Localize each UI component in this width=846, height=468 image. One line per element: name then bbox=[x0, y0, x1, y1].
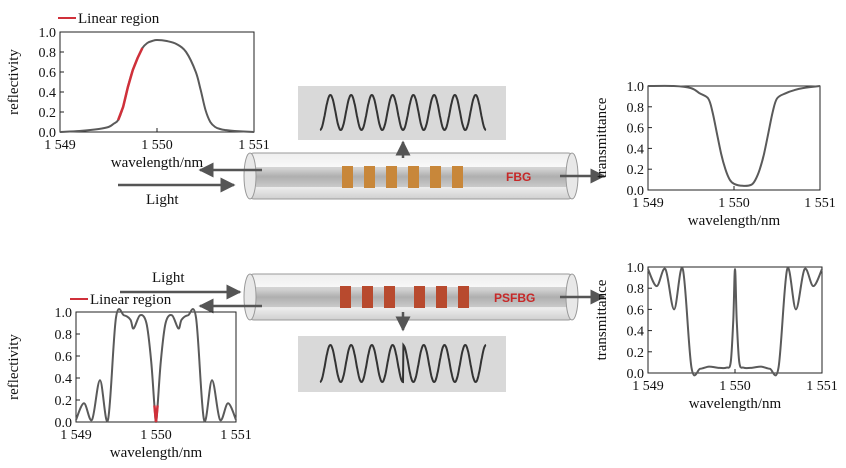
fbg_reflectivity-xtick-label: 1 551 bbox=[238, 138, 270, 153]
fbg-fiber: FBG bbox=[243, 152, 579, 200]
psfbg_reflectivity-ytick-label: 0.4 bbox=[55, 372, 73, 387]
psfbg-fiber-end-left bbox=[243, 273, 257, 321]
fbg_reflectivity-legend-label: Linear region bbox=[78, 11, 160, 27]
fbg_reflectivity-frame bbox=[59, 31, 255, 133]
psfbg_transmittance-ytick-label: 0.8 bbox=[627, 282, 645, 297]
fbg-transmittance-plot: 0.0 0.2 0.4 0.6 0.8 1.0 1 549 1 550 1 551 wavelen… bbox=[594, 80, 836, 229]
fbg-fiber-end-left bbox=[243, 152, 257, 200]
psfbg_transmittance-xtick-label: 1 551 bbox=[806, 379, 838, 394]
fbg-pattern-box bbox=[298, 86, 506, 140]
fbg_transmittance-ytick-label: 0.2 bbox=[627, 163, 645, 178]
psfbg-reflectivity-plot: 0.0 0.2 0.4 0.6 0.8 1.0 1 549 1 550 1 551 wavelen… bbox=[6, 292, 252, 461]
fbg-label: FBG bbox=[506, 170, 531, 184]
fbg_reflectivity-ytick-label: 0.0 bbox=[39, 126, 57, 141]
psfbg-grating-bands bbox=[340, 286, 469, 308]
psfbg-fiber-core bbox=[256, 287, 566, 307]
fbg-bands-band bbox=[452, 166, 463, 188]
arrows bbox=[118, 140, 606, 332]
psfbg_transmittance-ytick-label: 0.0 bbox=[627, 367, 645, 382]
psfbg_transmittance-xlabel: wavelength/nm bbox=[689, 396, 782, 412]
fbg_transmittance-xtick-label: 1 549 bbox=[632, 196, 664, 211]
psfbg-bands-band bbox=[362, 286, 373, 308]
psfbg_reflectivity-legend-label: Linear region bbox=[90, 292, 172, 308]
psfbg-label: PSFBG bbox=[494, 291, 535, 305]
psfbg_reflectivity-linear-region-line bbox=[153, 405, 159, 423]
fbg_reflectivity-xtick-label: 1 550 bbox=[141, 138, 173, 153]
psfbg_transmittance-ytick-label: 0.4 bbox=[627, 325, 645, 340]
fbg_transmittance-ylabel: transmittance bbox=[594, 97, 610, 178]
fbg_transmittance-xlabel: wavelength/nm bbox=[688, 213, 781, 229]
psfbg-pattern-wave bbox=[319, 342, 487, 384]
psfbg_reflectivity-ylabel: reflectivity bbox=[6, 334, 22, 400]
psfbg_reflectivity-ytick-label: 0.0 bbox=[55, 416, 73, 431]
fbg_reflectivity-ylabel: reflectivity bbox=[6, 49, 22, 115]
fbg_reflectivity-xlabel: wavelength/nm bbox=[111, 155, 204, 171]
fbg-pattern-wave bbox=[319, 93, 487, 132]
psfbg_reflectivity-xtick-label: 1 549 bbox=[60, 428, 92, 443]
psfbg_reflectivity-series-line bbox=[75, 308, 237, 424]
fbg_transmittance-ytick-label: 0.4 bbox=[627, 142, 645, 157]
fbg_reflectivity-ytick-label: 0.8 bbox=[39, 46, 57, 61]
psfbg_reflectivity-xtick-label: 1 550 bbox=[140, 428, 172, 443]
fbg-grating-bands bbox=[342, 166, 463, 188]
fbg_reflectivity-ytick-label: 1.0 bbox=[39, 26, 57, 41]
light-label-bottom: Light bbox=[152, 270, 185, 286]
fbg_reflectivity-linear-region-line bbox=[117, 47, 144, 121]
fbg_reflectivity-series-line bbox=[59, 38, 255, 133]
psfbg_transmittance-ytick-label: 1.0 bbox=[627, 261, 645, 276]
fbg_reflectivity-ytick-label: 0.6 bbox=[39, 66, 57, 81]
fbg-bands-band bbox=[342, 166, 353, 188]
fbg-bands-band bbox=[364, 166, 375, 188]
psfbg-fiber: PSFBG bbox=[243, 273, 579, 321]
fbg_reflectivity-ytick-label: 0.4 bbox=[39, 86, 57, 101]
psfbg_reflectivity-xtick-label: 1 551 bbox=[220, 428, 252, 443]
fbg_reflectivity-ytick-label: 0.2 bbox=[39, 106, 57, 121]
psfbg_transmittance-ytick-label: 0.6 bbox=[627, 303, 645, 318]
fbg_transmittance-series-line bbox=[647, 84, 821, 187]
fbg_transmittance-ytick-label: 0.8 bbox=[627, 101, 645, 116]
fbg-bands-band bbox=[430, 166, 441, 188]
fbg_transmittance-frame bbox=[647, 85, 821, 191]
fbg-bands-band bbox=[408, 166, 419, 188]
psfbg_transmittance-ylabel: transmittance bbox=[594, 279, 610, 360]
psfbg_transmittance-series-line bbox=[647, 267, 823, 377]
psfbg_transmittance-xtick-label: 1 549 bbox=[632, 379, 664, 394]
fbg_transmittance-ytick-label: 1.0 bbox=[627, 80, 645, 95]
psfbg_transmittance-xtick-label: 1 550 bbox=[719, 379, 751, 394]
psfbg_reflectivity-ytick-label: 1.0 bbox=[55, 306, 73, 321]
psfbg_reflectivity-frame bbox=[75, 311, 237, 423]
psfbg-bands-band bbox=[458, 286, 469, 308]
psfbg_reflectivity-xlabel: wavelength/nm bbox=[110, 445, 203, 461]
fbg_transmittance-ytick-label: 0.6 bbox=[627, 122, 645, 137]
light-label-top: Light bbox=[146, 192, 179, 208]
psfbg-bands-band bbox=[340, 286, 351, 308]
psfbg-pattern bbox=[298, 336, 506, 392]
psfbg-bands-band bbox=[436, 286, 447, 308]
fbg-reflectivity-plot: 0.0 0.2 0.4 0.6 0.8 1.0 1 549 1 550 1 551 wavelen… bbox=[6, 11, 270, 171]
psfbg_transmittance-ytick-label: 0.2 bbox=[627, 346, 645, 361]
fbg-pattern bbox=[298, 86, 506, 140]
fbg_transmittance-xtick-label: 1 550 bbox=[718, 196, 750, 211]
psfbg-bands-band bbox=[384, 286, 395, 308]
fbg_transmittance-xtick-label: 1 551 bbox=[804, 196, 836, 211]
fbg_transmittance-ytick-label: 0.0 bbox=[627, 184, 645, 199]
psfbg_reflectivity-ytick-label: 0.6 bbox=[55, 350, 73, 365]
psfbg_reflectivity-ytick-label: 0.8 bbox=[55, 328, 73, 343]
fbg-bands-band bbox=[386, 166, 397, 188]
psfbg-transmittance-plot: 0.0 0.2 0.4 0.6 0.8 1.0 1 549 1 550 1 551 wavelen… bbox=[594, 261, 838, 412]
psfbg-pattern-box bbox=[298, 336, 506, 392]
psfbg_reflectivity-ytick-label: 0.2 bbox=[55, 394, 73, 409]
fbg_reflectivity-xtick-label: 1 549 bbox=[44, 138, 76, 153]
psfbg-bands-band bbox=[414, 286, 425, 308]
